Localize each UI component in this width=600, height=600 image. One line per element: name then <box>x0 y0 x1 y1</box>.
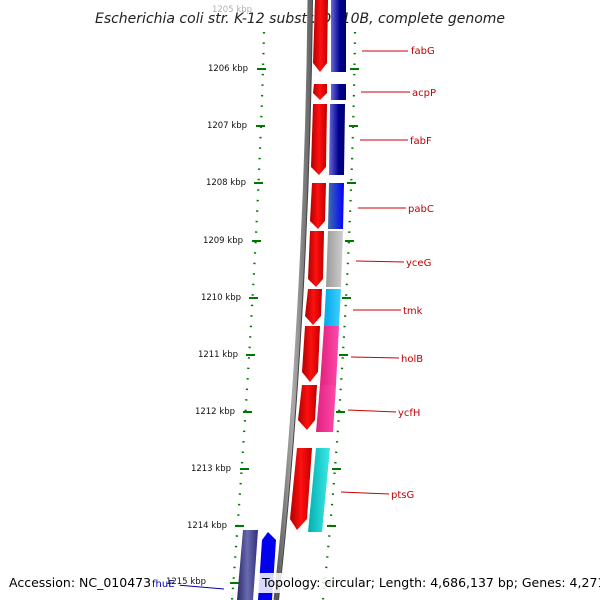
tick-label: 1211 kbp <box>198 350 238 360</box>
gene-label-acpP[interactable]: acpP <box>412 88 436 99</box>
tick-label: 1215 kbp <box>166 577 206 587</box>
gene-label-tmk[interactable]: tmk <box>403 306 423 317</box>
inner-tick-marks <box>230 68 266 584</box>
footer-accession-bg <box>0 573 180 593</box>
tick-label: 1212 kbp <box>195 407 235 417</box>
category-bar-fabF <box>329 104 345 175</box>
gene-arrow-holB[interactable] <box>302 326 320 382</box>
outer-tick-marks <box>322 68 359 584</box>
tick-label: 1209 kbp <box>203 236 243 246</box>
inner-tick-ring <box>230 31 266 600</box>
gene-label-ptsG[interactable]: ptsG <box>391 490 414 501</box>
gene-arrow-acpP[interactable] <box>313 84 327 100</box>
category-bar-ycfH <box>316 385 336 432</box>
gene-leader-line-fhuE <box>176 584 225 590</box>
tick-label: 1210 kbp <box>201 293 241 303</box>
genome-backbone-edge <box>278 0 313 600</box>
forward-strand-genes <box>290 0 328 530</box>
category-bar-yceG <box>326 231 343 287</box>
footer-accession: Accession: NC_010473 <box>9 575 151 590</box>
tick-label: 1213 kbp <box>191 464 231 474</box>
gene-leader-lines <box>340 50 410 495</box>
tick-label: 1206 kbp <box>208 64 248 74</box>
gene-label-fhuE[interactable]: fhuE <box>152 579 175 590</box>
gene-label-fabF[interactable]: fabF <box>410 136 432 147</box>
gene-label-pabC[interactable]: pabC <box>408 204 434 215</box>
gene-label-holB[interactable]: holB <box>401 354 423 365</box>
tick-label: 1214 kbp <box>187 521 227 531</box>
tick-label-top-faded: 1205 kbp <box>212 5 252 15</box>
category-bars <box>308 0 346 532</box>
map-title: Escherichia coli str. K-12 substr. DH10B… <box>95 11 505 27</box>
footer-topology-bg <box>258 573 600 593</box>
gene-arrow-ycfH[interactable] <box>298 385 317 430</box>
gene-arrow-fhuE-category <box>237 530 258 600</box>
gene-arrow-tmk[interactable] <box>305 289 322 325</box>
gene-arrow-ptsG[interactable] <box>290 448 312 530</box>
gene-arrow-fabG[interactable] <box>313 0 328 72</box>
genome-backbone <box>273 0 313 600</box>
tick-label: 1208 kbp <box>206 178 246 188</box>
category-bar-holB <box>320 326 339 385</box>
category-bar-tmk <box>324 289 341 326</box>
category-bar-fabG <box>331 0 346 72</box>
category-bar-ptsG <box>308 448 330 532</box>
gene-label-fabG[interactable]: fabG <box>411 46 435 57</box>
category-bar-acpP <box>331 84 346 100</box>
gene-arrow-fabF[interactable] <box>311 104 327 175</box>
tick-label: 1207 kbp <box>207 121 247 131</box>
footer-topology: Topology: circular; Length: 4,686,137 bp… <box>261 575 600 590</box>
gene-arrow-pabC[interactable] <box>310 183 326 229</box>
category-bar-pabC <box>328 183 344 229</box>
gene-arrow-yceG[interactable] <box>308 231 324 287</box>
gene-label-yceG[interactable]: yceG <box>406 258 431 269</box>
gene-label-ycfH[interactable]: ycfH <box>398 408 420 419</box>
